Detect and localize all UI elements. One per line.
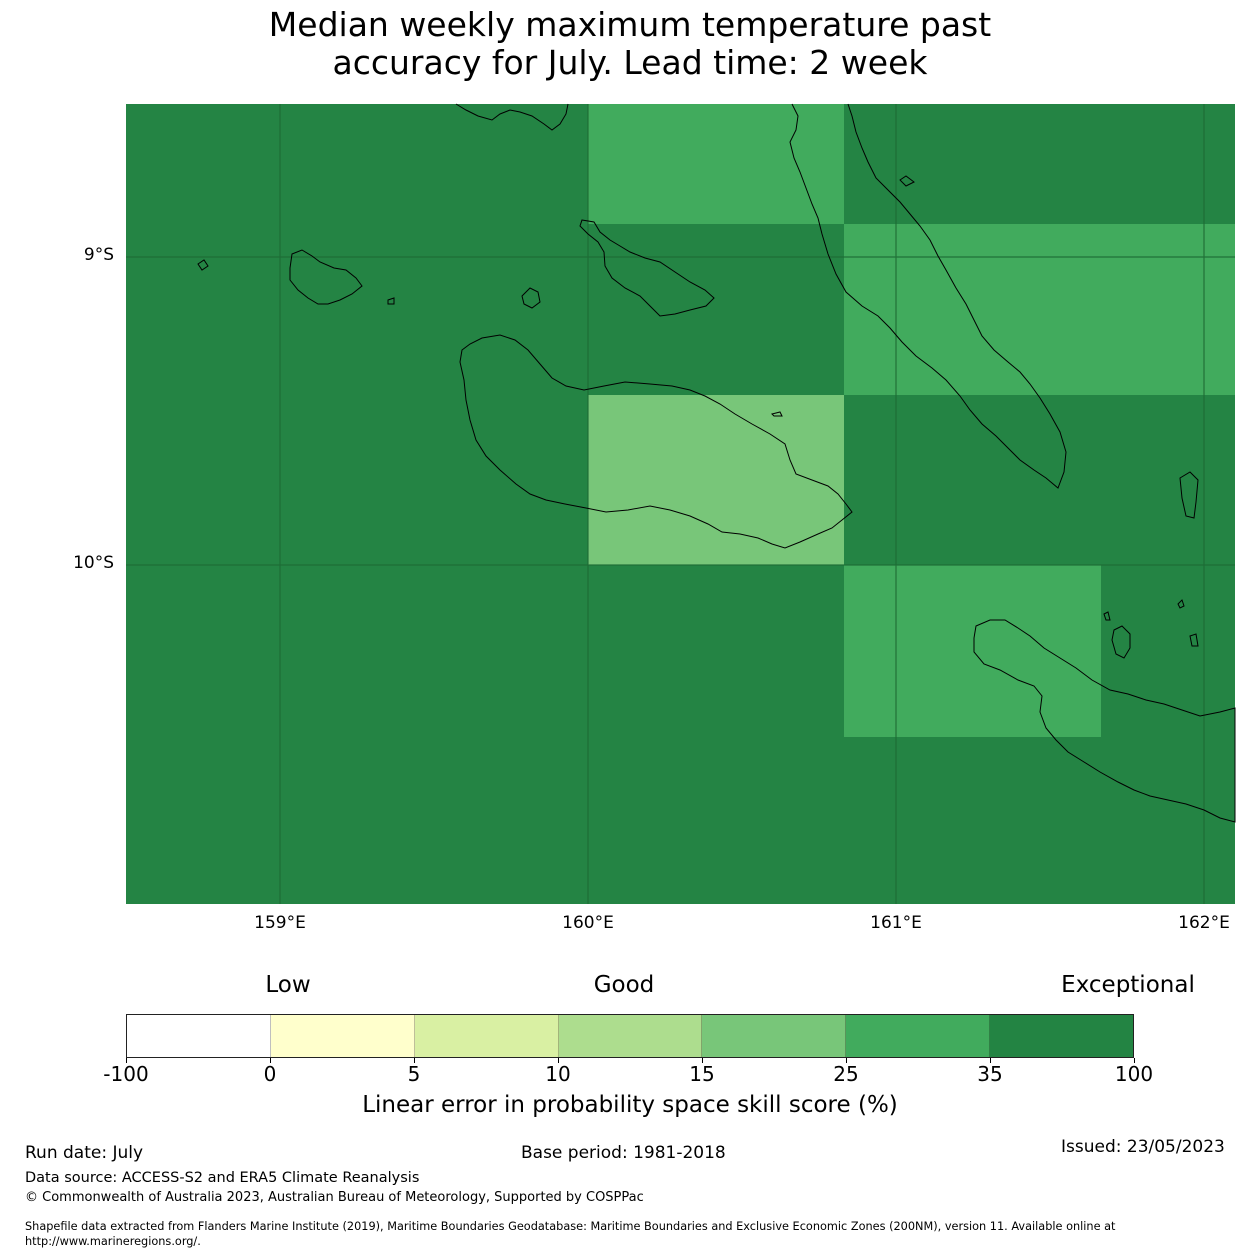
base-period: Base period: 1981-2018: [521, 1143, 726, 1163]
colorbar-tick-mark: [557, 1058, 559, 1063]
coastline-malaita: [789, 103, 1067, 489]
coastlines: [197, 103, 1236, 823]
coastline-islet: [899, 175, 915, 187]
coastline-florida-islands: [579, 219, 715, 317]
coastline-islet: [1189, 633, 1199, 647]
coastline-russell-islands: [289, 249, 363, 305]
colorbar-tick-label: 15: [689, 1062, 715, 1086]
colorbar-tick-mark: [701, 1058, 703, 1063]
coastline-islet: [771, 411, 783, 417]
title-line-1: Median weekly maximum temperature past: [268, 5, 992, 44]
skill-tile-25-35: [844, 565, 1101, 737]
coastline-islet: [197, 259, 209, 271]
colorbar-tick-label: 0: [263, 1062, 277, 1086]
colorbar-segment: [270, 1015, 415, 1057]
coastline-islet: [1103, 611, 1111, 621]
colorbar-segment: [558, 1015, 703, 1057]
skill-tile-25-35: [844, 224, 1235, 395]
shapefile-credit-line-1: Shapefile data extracted from Flanders M…: [25, 1220, 1116, 1233]
colorbar-tick-label: 25: [833, 1062, 859, 1086]
coastline-islet: [1177, 599, 1185, 609]
colorbar: [126, 1014, 1134, 1058]
category-low: Low: [265, 972, 311, 998]
lon-label-159e: 159°E: [254, 913, 306, 933]
coastline-ugi-island: [1111, 625, 1131, 659]
coastline-savo: [521, 287, 541, 309]
data-source: Data source: ACCESS-S2 and ERA5 Climate …: [25, 1170, 420, 1186]
gridlines: [126, 104, 1235, 904]
colorbar-segment: [702, 1015, 847, 1057]
colorbar-tick-mark: [125, 1058, 127, 1063]
coastline-north-islets: [455, 103, 569, 131]
skill-tile-15-25: [588, 395, 844, 565]
coastline-islet: [387, 297, 395, 305]
lat-label-10s: 10°S: [73, 553, 114, 573]
chart-title: Median weekly maximum temperature past a…: [0, 6, 1260, 82]
lon-label-160e: 160°E: [562, 913, 614, 933]
colorbar-tick-label: 100: [1114, 1062, 1154, 1086]
coastline-islet: [1179, 471, 1199, 519]
coastline-makira: [973, 619, 1236, 823]
colorbar-tick-mark: [989, 1058, 991, 1063]
colorbar-tick-mark: [845, 1058, 847, 1063]
issued-date: Issued: 23/05/2023: [1061, 1137, 1225, 1157]
lon-label-162e: 162°E: [1178, 913, 1230, 933]
colorbar-tick-mark: [269, 1058, 271, 1063]
colorbar-segment: [414, 1015, 559, 1057]
category-exceptional: Exceptional: [1061, 972, 1195, 998]
skill-tile-25-35: [588, 104, 844, 224]
colorbar-label: Linear error in probability space skill …: [362, 1092, 898, 1118]
copyright: © Commonwealth of Australia 2023, Austra…: [25, 1190, 644, 1205]
run-date: Run date: July: [25, 1143, 144, 1163]
title-line-2: accuracy for July. Lead time: 2 week: [332, 43, 928, 82]
colorbar-tick-label: -100: [103, 1062, 149, 1086]
category-good: Good: [593, 972, 655, 998]
colorbar-segment: [990, 1015, 1134, 1057]
colorbar-segment: [127, 1015, 271, 1057]
lat-label-9s: 9°S: [83, 245, 114, 265]
colorbar-tick-label: 35: [977, 1062, 1003, 1086]
lon-label-161e: 161°E: [870, 913, 922, 933]
colorbar-tick-mark: [413, 1058, 415, 1063]
coastline-guadalcanal: [459, 334, 853, 549]
shapefile-credit-line-2: http://www.marineregions.org/.: [25, 1235, 201, 1248]
colorbar-tick-label: 5: [407, 1062, 421, 1086]
colorbar-tick-label: 10: [545, 1062, 571, 1086]
colorbar-segment: [846, 1015, 991, 1057]
colorbar-tick-mark: [1133, 1058, 1135, 1063]
